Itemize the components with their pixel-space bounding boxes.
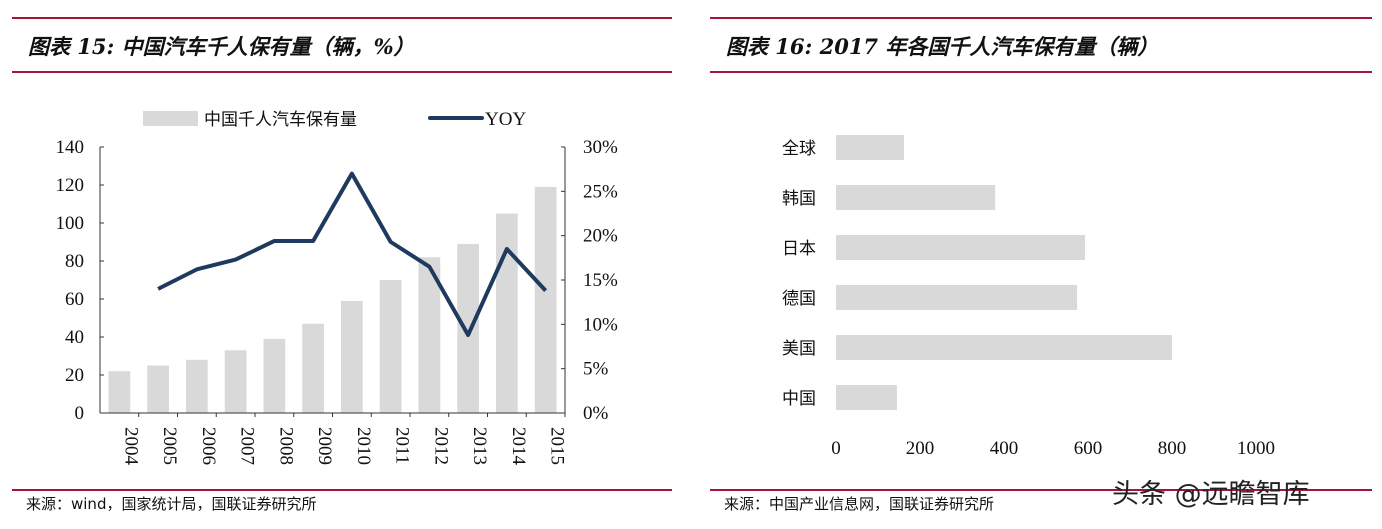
category-label: 中国 — [782, 389, 816, 409]
bar-2014 — [496, 213, 518, 413]
x-tick-label: 400 — [990, 438, 1019, 459]
bar-2004 — [108, 371, 131, 413]
x-tick-label: 2013 — [469, 427, 490, 465]
bar-日本 — [836, 235, 1086, 260]
x-tick-label: 2005 — [159, 427, 180, 465]
category-label: 全球 — [782, 139, 816, 159]
left-tick-label: 80 — [65, 251, 84, 272]
category-label: 日本 — [782, 239, 816, 259]
x-tick-label: 2009 — [314, 427, 335, 465]
source-note: 来源：中国产业信息网，国联证券研究所 — [724, 495, 994, 513]
source-note: 来源：wind，国家统计局，国联证券研究所 — [26, 495, 316, 513]
x-tick-label: 600 — [1074, 438, 1103, 459]
bar-德国 — [836, 285, 1078, 310]
bar-全球 — [836, 135, 905, 160]
right-tick-label: 25% — [583, 181, 618, 202]
legend-label-line: YOY — [485, 109, 526, 130]
right-tick-label: 20% — [583, 226, 618, 247]
category-label: 韩国 — [782, 189, 816, 209]
x-tick-label: 2015 — [547, 427, 568, 465]
left-tick-label: 20 — [65, 365, 84, 386]
x-tick-label: 2014 — [508, 427, 529, 466]
bar-2009 — [302, 323, 324, 413]
x-tick-label: 2007 — [237, 427, 258, 465]
left-tick-label: 100 — [56, 213, 85, 234]
x-tick-label: 2012 — [430, 427, 451, 465]
bar-2015 — [534, 186, 557, 413]
bar-2005 — [147, 365, 169, 413]
category-label: 德国 — [782, 289, 816, 309]
bar-韩国 — [836, 185, 996, 210]
bar-2013 — [457, 243, 479, 413]
right-tick-label: 30% — [583, 137, 618, 158]
bar-2011 — [379, 280, 402, 413]
bar-2006 — [186, 359, 208, 413]
bar-2010 — [341, 300, 363, 413]
right-tick-label: 10% — [583, 314, 618, 335]
x-tick-label: 200 — [906, 438, 935, 459]
bar-美国 — [836, 335, 1172, 360]
x-tick-label: 2011 — [392, 427, 413, 464]
x-tick-label: 1000 — [1237, 438, 1275, 459]
watermark: 头条 @远瞻智库 — [1112, 479, 1310, 510]
x-tick-label: 0 — [831, 438, 841, 459]
x-tick-label: 2004 — [120, 427, 141, 466]
left-tick-label: 120 — [56, 175, 85, 196]
x-tick-label: 2006 — [198, 427, 219, 465]
right-tick-label: 15% — [583, 270, 618, 291]
left-tick-label: 0 — [75, 403, 85, 424]
figure-title: 图表 15: 中国汽车千人保有量（辆，%） — [28, 34, 415, 59]
bar-2012 — [418, 257, 441, 413]
x-tick-label: 800 — [1158, 438, 1187, 459]
right-tick-label: 5% — [583, 359, 609, 380]
bar-2007 — [224, 350, 247, 413]
left-tick-label: 60 — [65, 289, 84, 310]
legend-label-bar: 中国千人汽车保有量 — [204, 110, 357, 130]
legend-swatch-bar — [143, 111, 198, 126]
left-tick-label: 40 — [65, 327, 84, 348]
left-tick-label: 140 — [56, 137, 85, 158]
figure-title: 图表 16: 2017 年各国千人汽车保有量（辆） — [726, 34, 1158, 59]
x-tick-label: 2008 — [275, 427, 296, 465]
category-label: 美国 — [782, 339, 816, 359]
right-tick-label: 0% — [583, 403, 609, 424]
bar-2008 — [263, 338, 286, 413]
bar-中国 — [836, 385, 897, 410]
x-tick-label: 2010 — [353, 427, 374, 465]
